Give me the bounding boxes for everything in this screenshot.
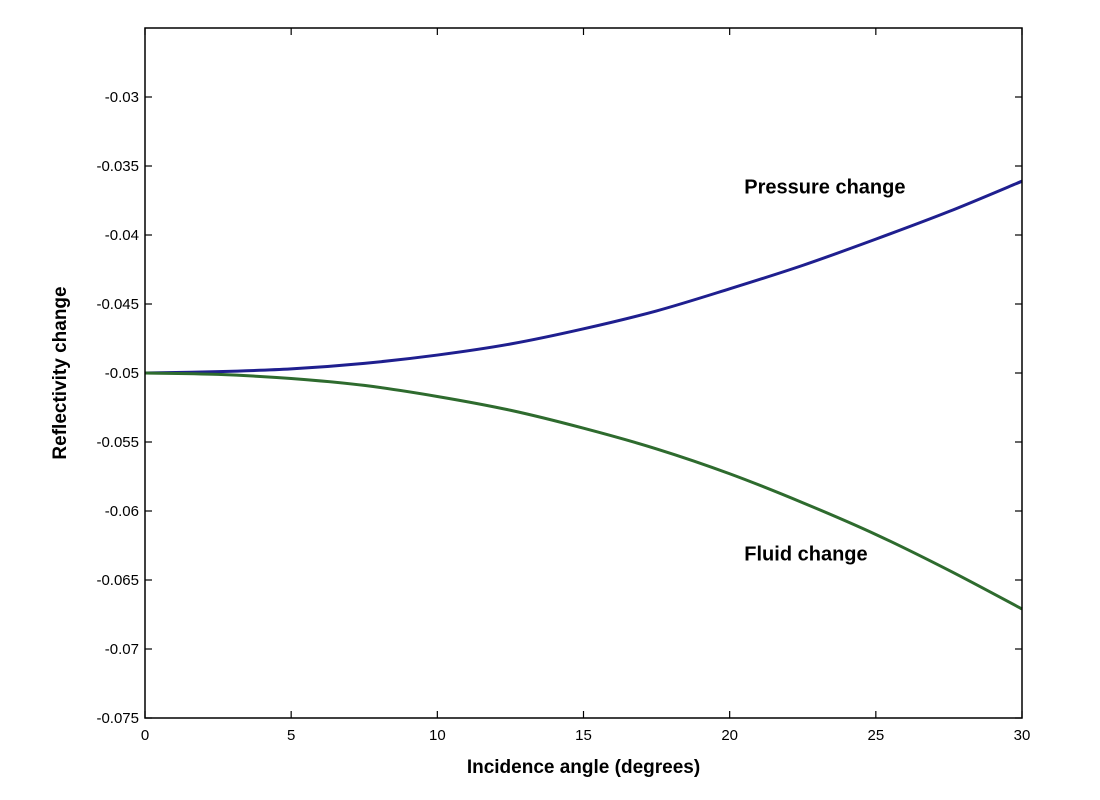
series-line-pressure-change <box>144 179 1023 375</box>
y-tick-label: -0.035 <box>96 158 139 175</box>
y-tick-label: -0.05 <box>105 365 139 382</box>
y-tick-label: -0.04 <box>105 227 139 244</box>
x-tick-label: 10 <box>429 727 446 744</box>
y-tick-label: -0.06 <box>105 503 139 520</box>
y-tick-label: -0.065 <box>96 572 139 589</box>
y-axis-label: Reflectivity change <box>50 286 71 459</box>
x-tick-label: 30 <box>1014 727 1031 744</box>
annotation-pressure-change: Pressure change <box>744 177 905 199</box>
y-tick-label: -0.045 <box>96 296 139 313</box>
y-tick-label: -0.03 <box>105 89 139 106</box>
x-tick-label: 0 <box>141 727 149 744</box>
x-tick-label: 5 <box>287 727 295 744</box>
x-tick-label: 25 <box>867 727 884 744</box>
y-tick-label: -0.07 <box>105 641 139 658</box>
y-tick-label: -0.055 <box>96 434 139 451</box>
x-axis-label: Incidence angle (degrees) <box>467 757 700 778</box>
y-axis-ticks: -0.03 -0.035 -0.04 -0.045 -0.05 -0.055 -0.06 -0… <box>96 89 1022 727</box>
annotation-fluid-change: Fluid change <box>744 544 867 566</box>
x-tick-label: 15 <box>575 727 592 744</box>
series-layer <box>144 179 1023 611</box>
y-tick-label: -0.075 <box>96 710 139 727</box>
x-axis-ticks: 0 5 10 15 20 25 30 <box>141 28 1031 744</box>
plot-frame <box>144 27 1023 719</box>
annotations-layer: Pressure change Fluid change <box>744 177 905 566</box>
x-tick-label: 20 <box>721 727 738 744</box>
series-line-fluid-change <box>144 371 1023 611</box>
